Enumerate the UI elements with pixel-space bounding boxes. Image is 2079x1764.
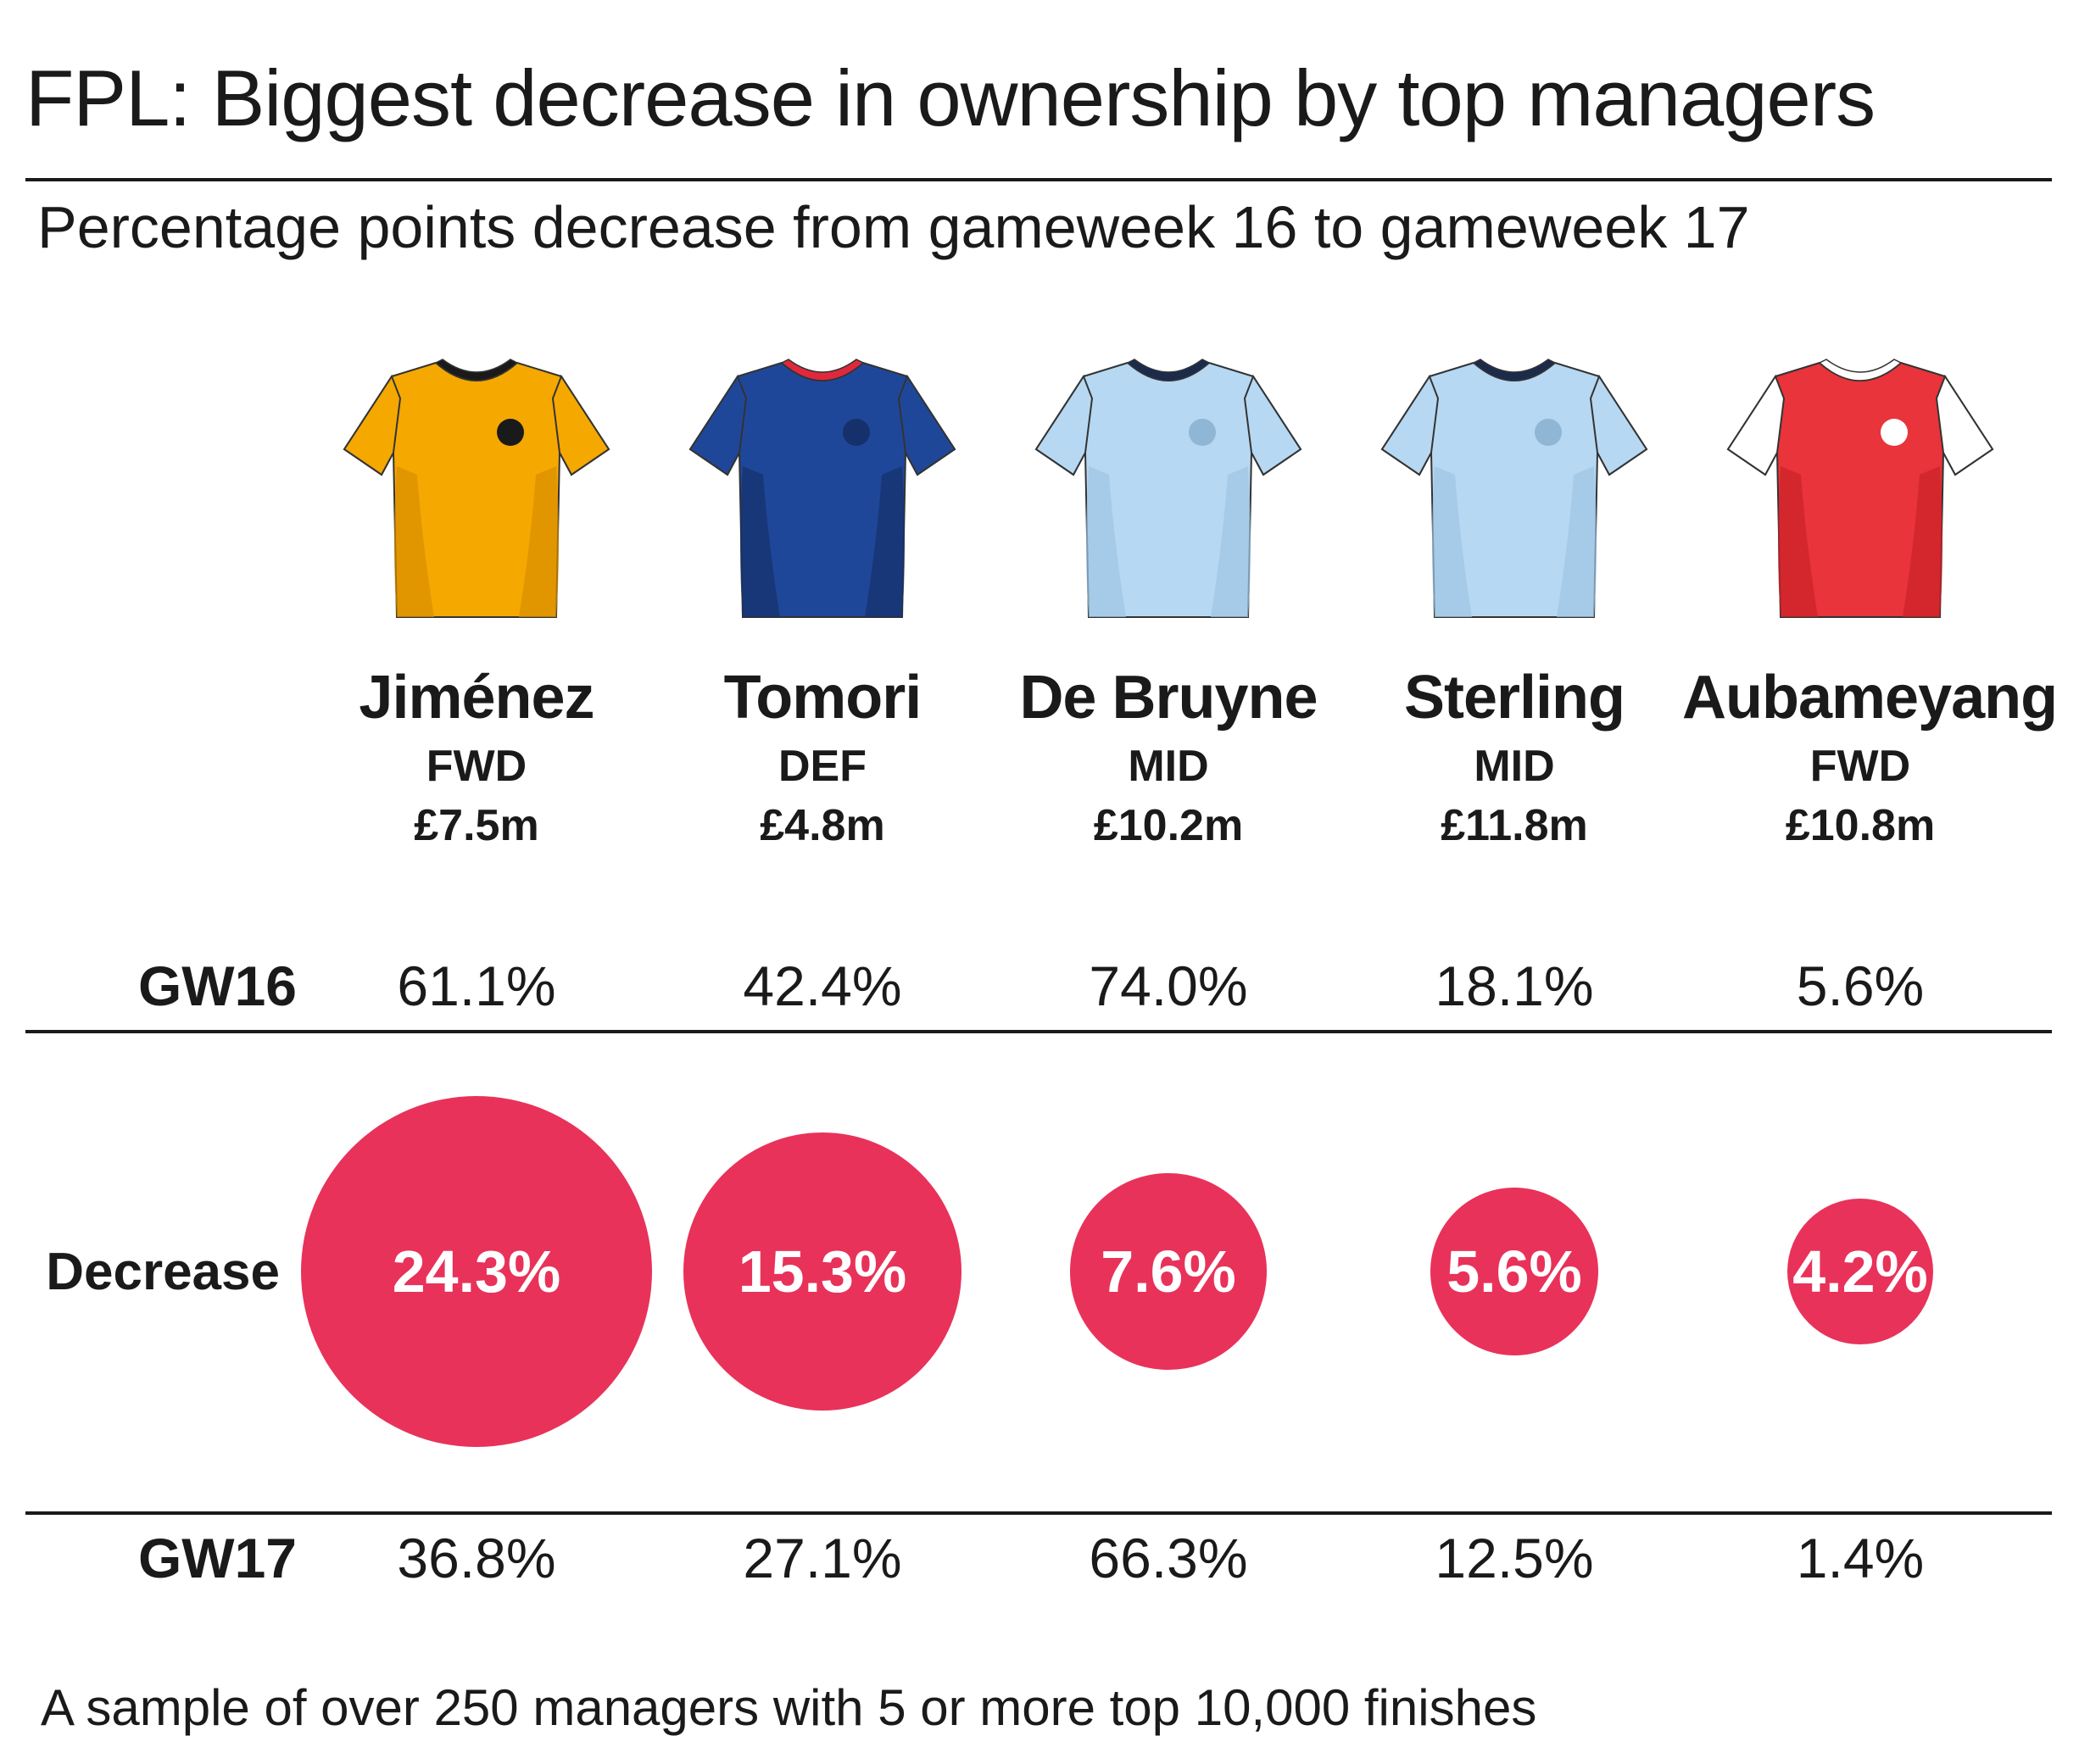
decrease-label: 24.3% xyxy=(392,1238,561,1305)
gw17-value: 27.1% xyxy=(743,1527,902,1589)
player-position: FWD xyxy=(1809,742,1911,791)
gw16-rule xyxy=(25,1030,2052,1033)
wolves-shirt-icon xyxy=(343,359,610,618)
row-label-gw16: GW16 xyxy=(137,954,297,1017)
gw17-value: 12.5% xyxy=(1435,1527,1594,1589)
player-position: MID xyxy=(1474,742,1555,791)
chart-title: FPL: Biggest decrease in ownership by to… xyxy=(25,53,1876,142)
player-column: Tomori DEF £4.8m xyxy=(644,348,1000,851)
player-price: £4.8m xyxy=(760,801,885,850)
gw16-value: 5.6% xyxy=(1796,954,1925,1017)
player-column: De Bruyne MID £10.2m xyxy=(990,348,1346,851)
decrease-label: 4.2% xyxy=(1792,1238,1928,1305)
gw17-value: 66.3% xyxy=(1089,1527,1248,1589)
gw17-value: 1.4% xyxy=(1796,1527,1925,1589)
player-column: Jiménez FWD £7.5m xyxy=(298,348,655,851)
decrease-bubble: 7.6% xyxy=(1070,1173,1267,1370)
gw16-value: 18.1% xyxy=(1435,954,1594,1017)
man-city-shirt-icon xyxy=(1034,359,1302,618)
player-column: Sterling MID £11.8m xyxy=(1336,348,1692,851)
man-city-shirt-icon xyxy=(1380,359,1648,618)
player-position: FWD xyxy=(426,742,527,791)
gw16-value: 42.4% xyxy=(743,954,902,1017)
row-label-gw17: GW17 xyxy=(137,1527,297,1589)
gw16-value: 61.1% xyxy=(397,954,556,1017)
decrease-bubble: 5.6% xyxy=(1430,1187,1599,1356)
decrease-bubble: 15.3% xyxy=(683,1132,962,1411)
chelsea-shirt-icon xyxy=(688,359,956,618)
gw17-value: 36.8% xyxy=(397,1527,556,1589)
player-position: MID xyxy=(1128,742,1209,791)
player-price: £7.5m xyxy=(414,801,539,850)
decrease-bubble: 4.2% xyxy=(1786,1198,1934,1345)
player-name: De Bruyne xyxy=(1019,664,1318,732)
decrease-label: 5.6% xyxy=(1446,1238,1582,1305)
player-name: Aubameyang xyxy=(1682,664,2058,732)
footnote: A sample of over 250 managers with 5 or … xyxy=(41,1679,1537,1736)
gw16-value: 74.0% xyxy=(1089,954,1248,1017)
decrease-label: 7.6% xyxy=(1101,1238,1236,1305)
player-price: £10.2m xyxy=(1093,801,1244,850)
player-name: Sterling xyxy=(1403,664,1625,732)
gw17-rule xyxy=(25,1511,2052,1515)
player-name: Jiménez xyxy=(359,664,594,732)
row-label-decrease: Decrease xyxy=(46,1243,280,1301)
title-rule xyxy=(25,178,2052,181)
arsenal-shirt-icon xyxy=(1726,359,1994,618)
player-column: Aubameyang FWD £10.8m xyxy=(1682,348,2058,851)
player-price: £11.8m xyxy=(1441,801,1588,850)
decrease-bubble: 24.3% xyxy=(301,1096,652,1447)
player-position: DEF xyxy=(778,742,867,791)
player-price: £10.8m xyxy=(1785,801,1936,850)
decrease-label: 15.3% xyxy=(738,1238,907,1305)
chart-subtitle: Percentage points decrease from gameweek… xyxy=(37,194,1750,260)
player-name: Tomori xyxy=(723,664,922,732)
